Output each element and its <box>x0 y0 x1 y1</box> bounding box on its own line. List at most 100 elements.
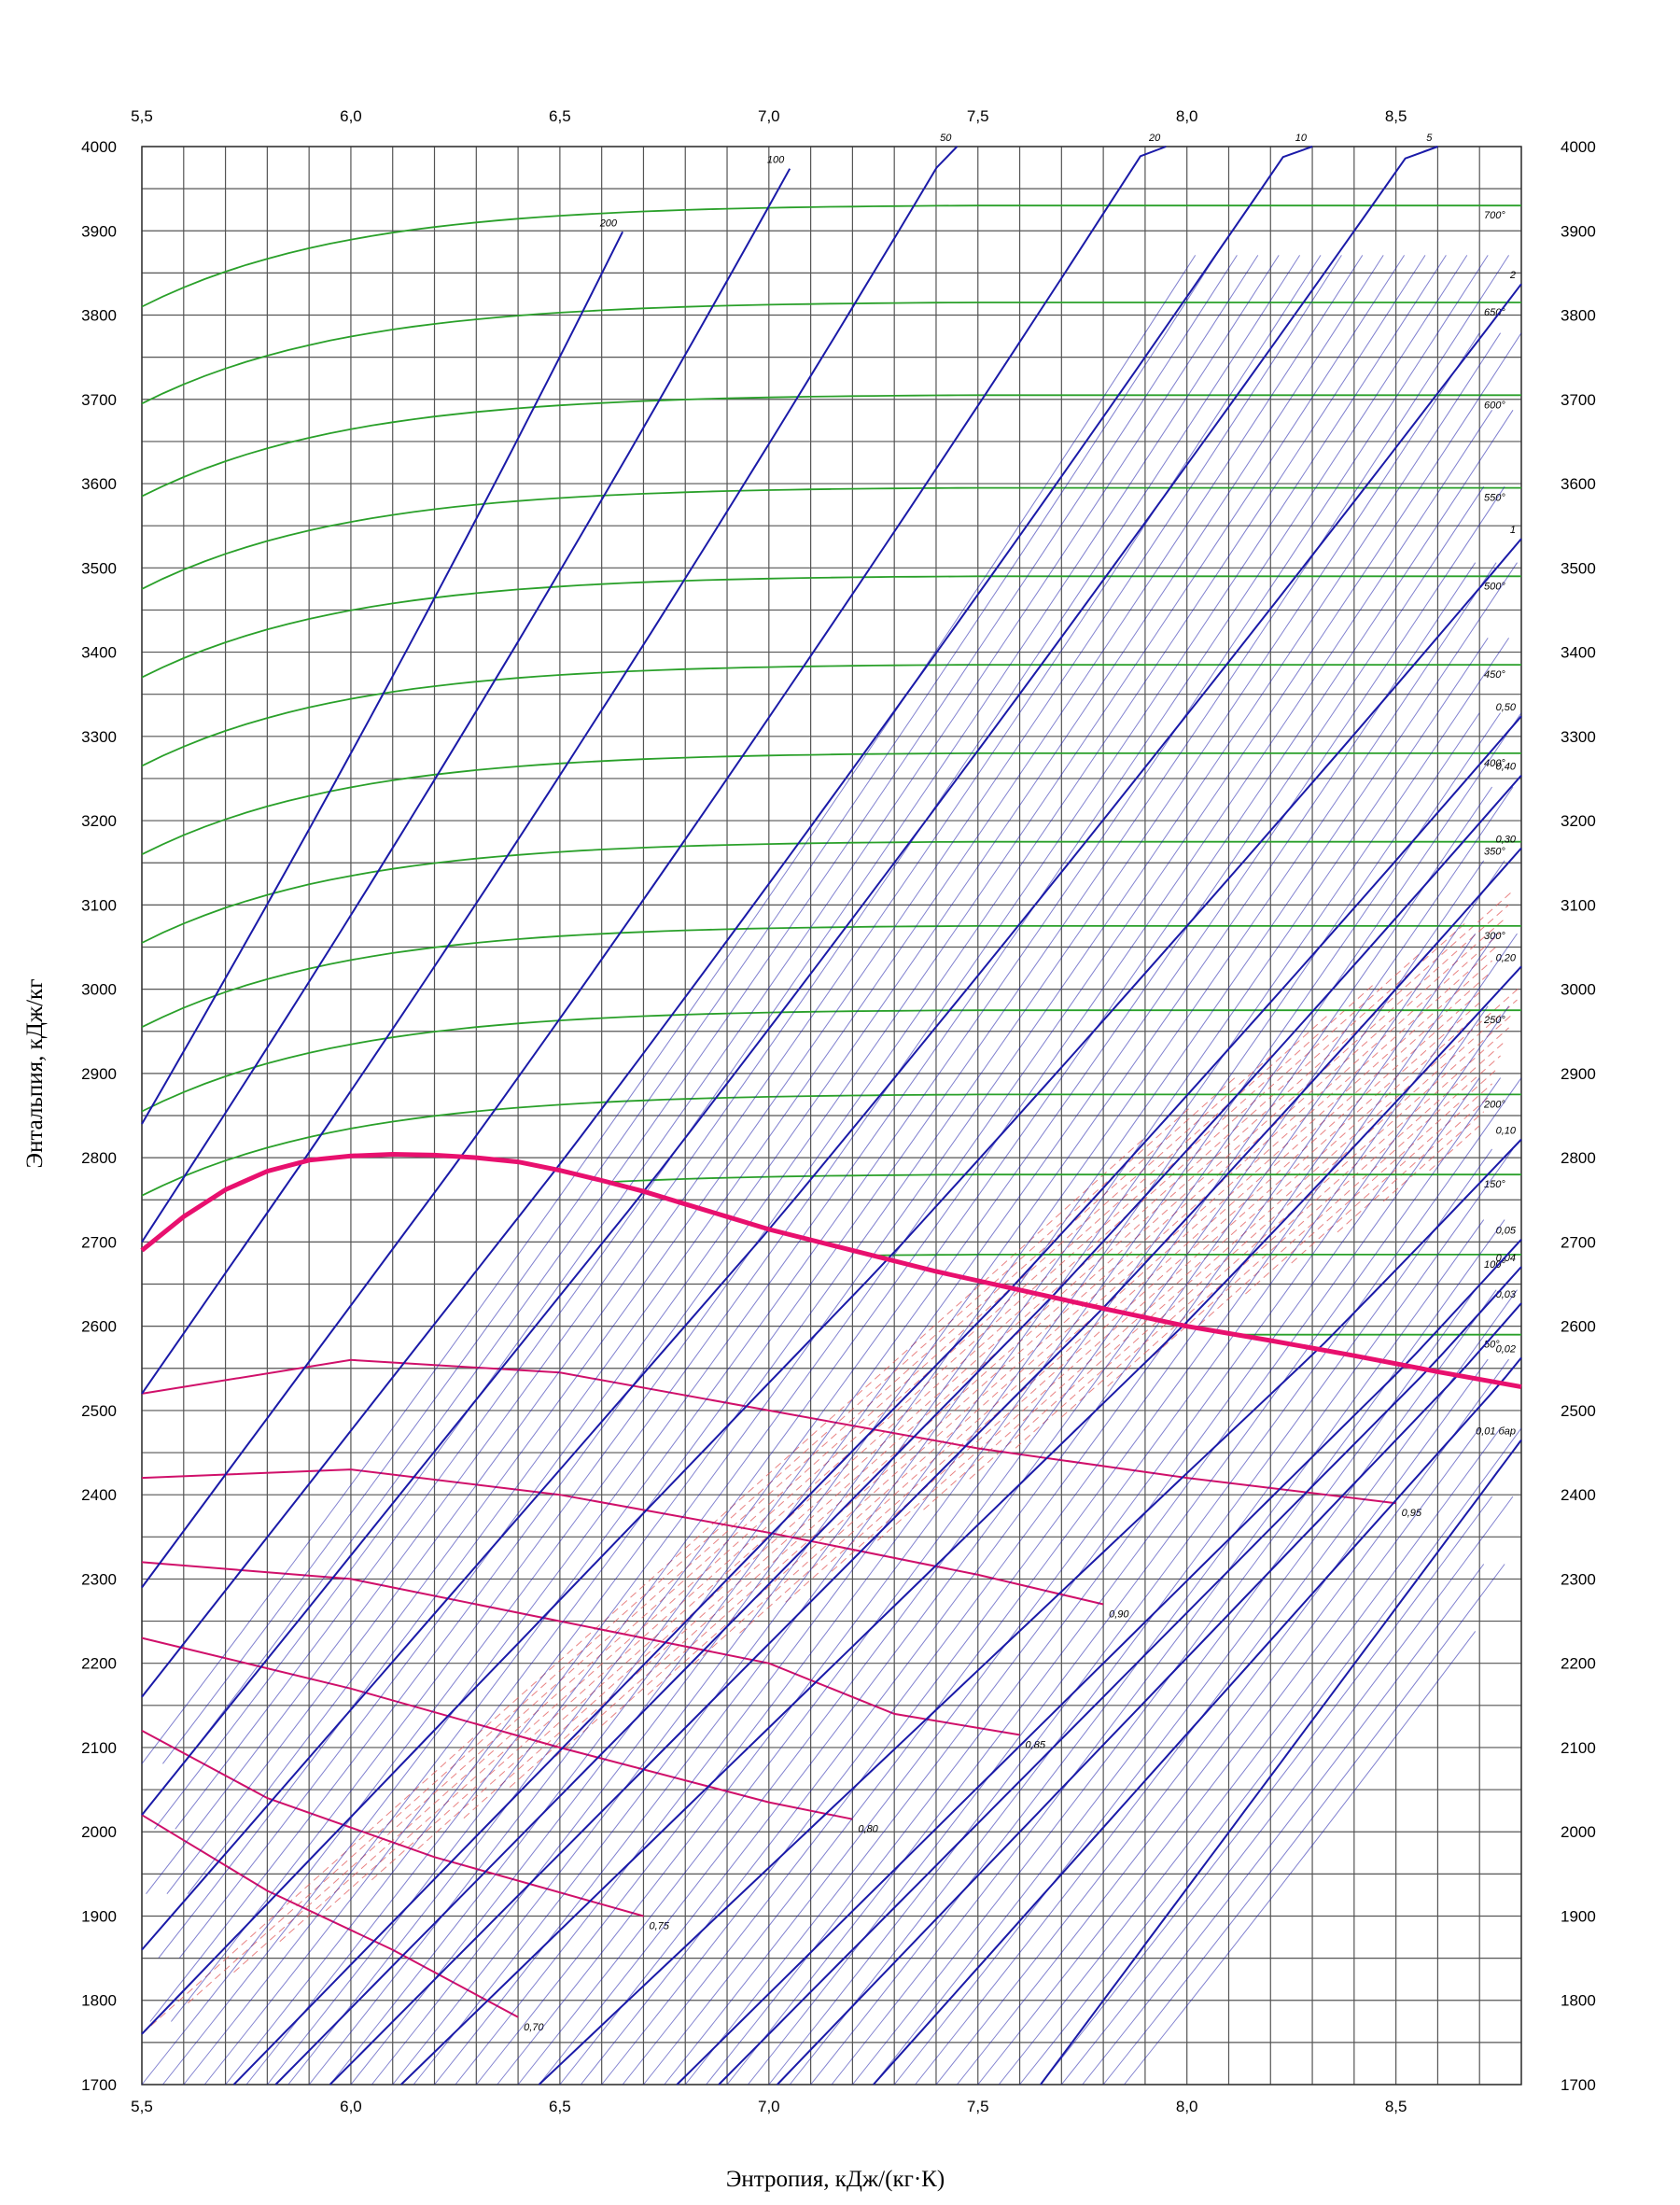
tick-labels: 5,5 5,5 6,0 6,0 6,5 6,5 7,0 7,0 7,5 7,5 8,0 8,0 8,5 8… <box>81 107 1596 2115</box>
isobar-label: 10 <box>1295 133 1308 144</box>
y-tick-label-right: 2500 <box>1561 1402 1596 1420</box>
isobar-line-minor <box>178 255 1384 1959</box>
isobar-label: 0,05 <box>1496 1226 1517 1237</box>
dryness-label: 0,70 <box>524 2022 544 2033</box>
isobar-line-minor <box>141 255 1447 2086</box>
isobar-line-minor <box>183 255 1489 2086</box>
dryness-label: 0,95 <box>1402 1508 1422 1519</box>
dryness-label: 0,80 <box>858 1824 878 1835</box>
x-tick-label-top: 7,5 <box>967 107 989 125</box>
isobar-line-minor <box>225 332 1480 2086</box>
isobar-label: 0,10 <box>1496 1125 1517 1136</box>
isotherm-label: 550° <box>1484 493 1505 504</box>
isobar-label: 0,50 <box>1496 702 1517 713</box>
y-axis-title: Энтальпия, кДж/кг <box>22 979 48 1169</box>
y-tick-label-right: 1800 <box>1561 1992 1596 2010</box>
isobar-label: 0,04 <box>1496 1253 1516 1264</box>
isotherm-label: 650° <box>1484 307 1505 318</box>
isobar-line-minor <box>158 255 1364 1959</box>
isobar-line-minor <box>539 786 1493 2086</box>
isobar-line-minor <box>768 1077 1522 2086</box>
y-tick-label-left: 2500 <box>81 1402 117 1420</box>
x-tick-label-bottom: 5,5 <box>131 2098 153 2115</box>
isobar-line-minor <box>977 1427 1480 2086</box>
y-tick-label-left: 3500 <box>81 559 117 577</box>
y-tick-label-right: 2300 <box>1561 1570 1596 1588</box>
x-tick-label-bottom: 6,0 <box>340 2098 362 2115</box>
isotherm-line <box>141 1009 1521 1113</box>
isobar-line-minor <box>146 255 1301 1895</box>
isochore-line <box>1337 1097 1489 1233</box>
grid <box>141 146 1522 2086</box>
isobar-line-minor <box>559 786 1514 2086</box>
isobar-line-minor <box>203 255 1510 2086</box>
x-tick-label-bottom: 8,5 <box>1385 2098 1407 2115</box>
y-tick-label-right: 4000 <box>1561 138 1596 156</box>
isotherm-label: 600° <box>1484 400 1505 411</box>
y-tick-label-right: 3600 <box>1561 475 1596 493</box>
isobar-line <box>232 715 1522 2086</box>
y-tick-label-left: 1700 <box>81 2076 117 2094</box>
isochore-line <box>279 1045 1284 1943</box>
isobar-label: 100 <box>767 155 785 166</box>
isobar-line-minor <box>1102 1564 1505 2086</box>
isochore-line <box>601 918 1505 1726</box>
y-tick-label-right: 3100 <box>1561 896 1596 914</box>
y-tick-label-left: 3200 <box>81 812 117 830</box>
y-tick-label-left: 3000 <box>81 981 117 999</box>
isobar-line-minor <box>497 712 1502 2086</box>
isobar-line-minor <box>643 933 1497 2086</box>
isotherm-line <box>141 664 1521 767</box>
isochore-line <box>1245 1069 1497 1295</box>
isotherm-line <box>141 204 1521 308</box>
y-tick-label-left: 2600 <box>81 1318 117 1336</box>
isochore-line <box>187 1106 1192 2004</box>
isotherm-line <box>141 840 1521 944</box>
dryness-line <box>141 1636 853 1820</box>
isotherm-line <box>873 1254 1521 1257</box>
isochore-line <box>739 960 1492 1634</box>
isobar-line-minor <box>517 712 1522 2086</box>
y-tick-label-right: 2100 <box>1561 1739 1596 1757</box>
y-tick-label-left: 2100 <box>81 1739 117 1757</box>
isobar-line-minor <box>141 255 1197 1764</box>
y-tick-label-left: 1800 <box>81 1992 117 2010</box>
y-tick-label-left: 3400 <box>81 644 117 662</box>
isobar-line-minor <box>1060 1496 1514 2086</box>
isobar-line-minor <box>915 1289 1518 2086</box>
isobar-label: 1 <box>1510 525 1516 536</box>
isobar-line-minor <box>684 1005 1489 2086</box>
x-tick-label-top: 8,0 <box>1176 107 1198 125</box>
isobar-line-minor <box>998 1427 1502 2086</box>
y-tick-label-left: 3900 <box>81 222 117 240</box>
y-tick-label-right: 2200 <box>1561 1655 1596 1673</box>
isochore-line <box>1060 1013 1514 1418</box>
y-tick-label-left: 2000 <box>81 1823 117 1841</box>
isobar-line <box>676 1239 1522 2086</box>
isobar-line-minor <box>1124 1631 1477 2086</box>
isobar-line-minor <box>475 712 1480 2086</box>
isotherm-label: 500° <box>1484 581 1505 592</box>
isobar-line <box>274 774 1522 2086</box>
x-tick-label-bottom: 8,0 <box>1176 2098 1198 2115</box>
isobar-line-minor <box>149 255 1406 2022</box>
y-tick-label-right: 3700 <box>1561 391 1596 409</box>
dryness-line <box>141 1561 1020 1736</box>
isobar-line-minor <box>748 1077 1502 2086</box>
isochore-line <box>923 1016 1477 1510</box>
isobar-line <box>777 1302 1522 2086</box>
y-tick-label-right: 3800 <box>1561 307 1596 325</box>
isobar-label: 200 <box>599 218 618 229</box>
isobar-line-minor <box>1019 1427 1522 2086</box>
isobar-line-minor <box>187 255 1342 1895</box>
y-tick-label-right: 3400 <box>1561 644 1596 662</box>
isobar-line-minor <box>183 255 1238 1764</box>
isobar-line-minor <box>789 1148 1493 2086</box>
isochore-line <box>463 920 1468 1819</box>
y-tick-label-right: 3300 <box>1561 728 1596 746</box>
isobar-line-minor <box>350 486 1505 2086</box>
isobar-line-minor <box>434 638 1489 2086</box>
isobar-line-minor <box>162 255 1468 2086</box>
y-tick-label-right: 1900 <box>1561 1907 1596 1925</box>
